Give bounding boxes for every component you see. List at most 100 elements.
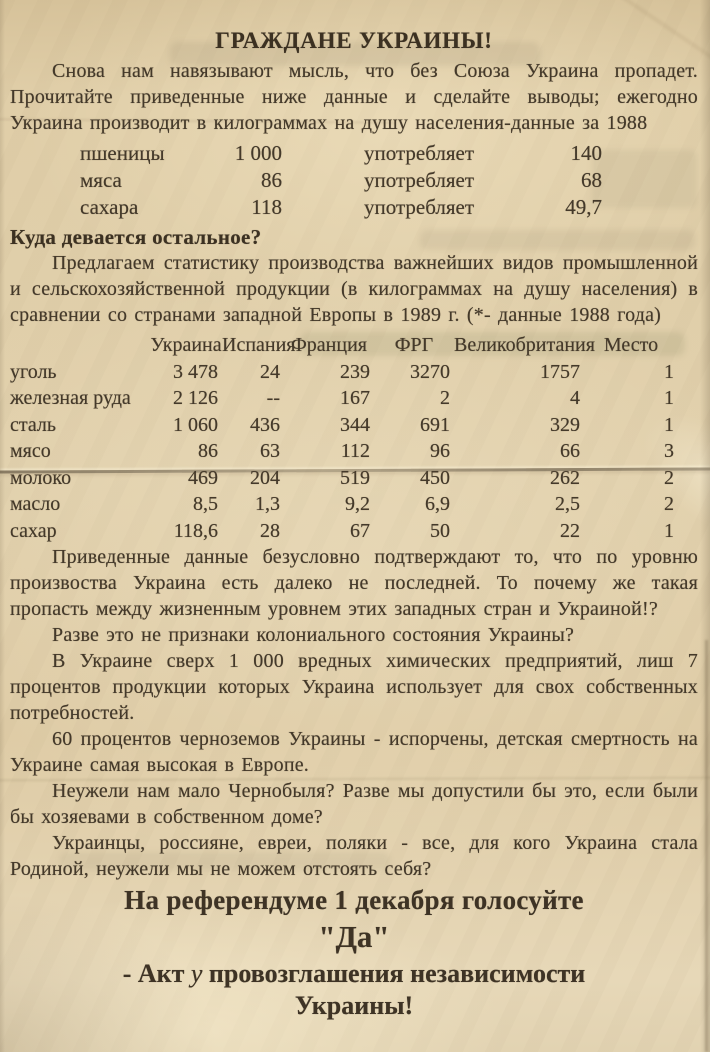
column-header: Украина [150, 334, 222, 356]
row-label: молоко [10, 466, 72, 489]
cell-value: 450 [420, 466, 450, 489]
column-header: Великобритания [454, 334, 595, 356]
vote-yes-text: "Да" [318, 919, 390, 954]
paragraph: Приведенные данные безусловно подтвержда… [10, 546, 698, 620]
product-label: сахара [80, 195, 139, 219]
cell-value: 2 [664, 466, 674, 489]
product-label: пшеницы [80, 141, 165, 165]
cell-value: 2,5 [555, 493, 580, 515]
table-header-row: Украина Испания Франция ФРГ Великобритан… [10, 332, 698, 359]
cell-value: 2 [440, 387, 450, 409]
cell-value: 1 [664, 413, 674, 436]
cell-value: 96 [430, 440, 450, 462]
cell-value: 1 [664, 387, 674, 409]
cell-value: 1 [664, 360, 674, 383]
section-intro-paragraph: Предлагаем статистику производства важне… [10, 252, 698, 326]
paper-edge-shadow [700, 0, 710, 1052]
cell-value: 2 126 [173, 387, 218, 409]
cell-value: 3 478 [173, 360, 218, 383]
table-row: мясо 86 63 112 96 66 3 [10, 438, 698, 465]
row-label: мясо [10, 440, 51, 462]
column-header: Франция [291, 334, 367, 356]
paragraph: Украинцы, россияне, евреи, поляки - все,… [10, 832, 698, 880]
row-label: железная руда [10, 387, 131, 409]
cell-value: 519 [340, 466, 370, 489]
cell-value: 24 [260, 360, 280, 383]
product-label: мяса [80, 168, 122, 192]
produced-value: 1 000 [234, 141, 282, 165]
cell-value: 167 [340, 387, 370, 409]
paragraph: В Украине сверх 1 000 вредных химических… [10, 650, 698, 724]
table-row: сахар 118,6 28 67 50 22 1 [10, 518, 698, 545]
cell-value: 50 [430, 519, 450, 542]
consumed-value: 68 [581, 168, 602, 192]
cell-value: 239 [340, 360, 370, 383]
produced-value: 118 [251, 195, 282, 219]
paper-edge-shadow [705, 640, 708, 1052]
cell-value: 8,5 [193, 493, 218, 515]
act-of-independence-line: - Акт у провозглашения независимости [10, 957, 698, 990]
cell-value: 3 [664, 440, 674, 462]
cell-value: 3270 [410, 360, 450, 383]
cell-value: 1,3 [255, 493, 280, 515]
intro-paragraph: Снова нам навязывают мысль, что без Союз… [10, 60, 698, 134]
cell-value: 469 [188, 466, 218, 489]
table-row: уголь 3 478 24 239 3270 1757 1 [10, 359, 698, 386]
page-title: ГРАЖДАНЕ УКРАИНЫ! [215, 28, 493, 53]
text-fragment: - Акт [122, 959, 185, 988]
table-row: молоко 469 204 519 450 262 2 [10, 465, 698, 492]
referendum-call: На референдуме 1 декабря голосуйте "Да" … [10, 884, 698, 1022]
cell-value: 22 [560, 519, 580, 542]
table-row: масло 8,5 1,3 9,2 6,9 2,5 2 [10, 491, 698, 518]
cell-value: 86 [198, 440, 218, 462]
cell-value: 67 [350, 519, 370, 542]
consumed-value: 140 [570, 141, 603, 165]
consumes-label: употребляет [364, 195, 475, 219]
cell-value: 204 [250, 466, 280, 489]
paragraph: 60 процентов черноземов Украины - испорч… [10, 728, 698, 776]
cell-value: 344 [340, 413, 370, 436]
row-label: масло [10, 493, 61, 515]
cell-value: 6,9 [425, 493, 450, 515]
cell-value: 691 [420, 413, 450, 436]
section-heading: Куда девается остальное? [10, 225, 262, 249]
paragraph: Разве это не признаки колониального сост… [52, 624, 575, 646]
production-consumption-table: пшеницы 1 000 употребляет 140 мяса 86 уп… [80, 140, 602, 221]
referendum-call-line: На референдуме 1 декабря голосуйте [124, 885, 584, 915]
cell-value: 436 [250, 413, 280, 436]
cell-value: 9,2 [345, 493, 370, 515]
consumed-value: 49,7 [565, 195, 602, 219]
cell-value: 2 [664, 493, 674, 515]
produced-value: 86 [261, 168, 282, 192]
ukraine-exclamation: Украины! [294, 991, 414, 1020]
paragraph: Неужели нам мало Чернобыля? Разве мы доп… [10, 780, 698, 828]
table-row: мяса 86 употребляет 68 [80, 167, 602, 194]
text-fragment: провозглашения независимости [208, 959, 586, 988]
cell-value: 118,6 [173, 519, 218, 542]
column-header: ФРГ [394, 334, 434, 356]
row-label: уголь [10, 360, 57, 383]
cell-value: 329 [550, 413, 580, 436]
cell-value: 63 [260, 440, 280, 462]
cell-value: 1 [664, 519, 674, 542]
table-row: сахара 118 употребляет 49,7 [80, 194, 602, 221]
comparison-table: Украина Испания Франция ФРГ Великобритан… [0, 332, 710, 545]
empty-header-cell [10, 332, 150, 359]
row-label: сталь [10, 413, 57, 436]
row-label: сахар [10, 519, 57, 542]
column-header: Место [603, 334, 659, 356]
cell-value: 4 [570, 387, 580, 409]
column-header: Испания [222, 334, 296, 356]
cell-value: 112 [340, 440, 370, 462]
text-fragment: у [190, 959, 203, 988]
table-row: сталь 1 060 436 344 691 329 1 [10, 412, 698, 439]
consumes-label: употребляет [364, 168, 475, 192]
cell-value: 66 [560, 440, 580, 462]
table-row: пшеницы 1 000 употребляет 140 [80, 140, 602, 167]
consumes-label: употребляет [364, 141, 475, 165]
cell-value: -- [266, 387, 280, 409]
cell-value: 1757 [540, 360, 580, 383]
cell-value: 1 060 [173, 413, 218, 436]
cell-value: 28 [260, 519, 280, 542]
